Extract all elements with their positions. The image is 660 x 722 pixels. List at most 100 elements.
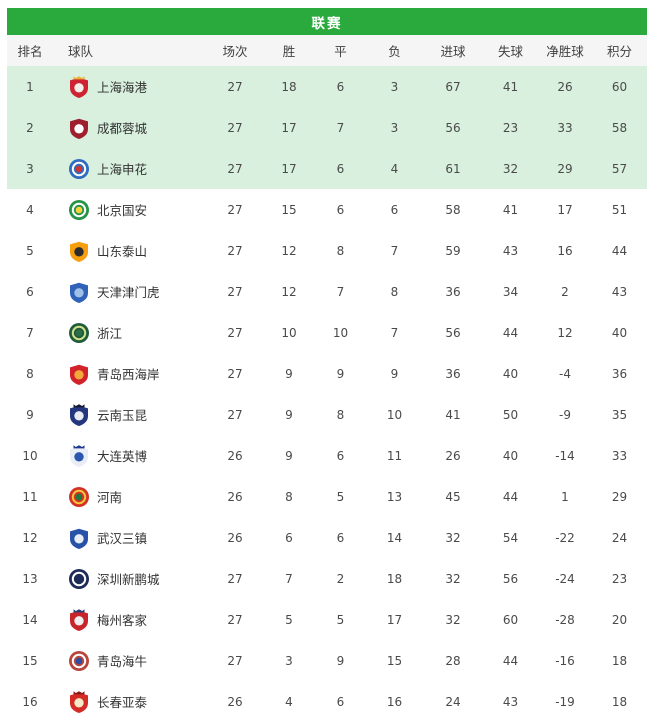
team-cell: 武汉三镇: [53, 527, 207, 549]
stat-draw: 6: [336, 161, 345, 176]
stat-points: 57: [611, 161, 628, 176]
column-header-goal-diff: 净胜球: [546, 44, 584, 59]
column-header-points: 积分: [606, 44, 632, 59]
stat-played: 27: [227, 243, 243, 258]
team-cell: 深圳新鹏城: [53, 568, 207, 590]
team-cell: 大连英博: [53, 444, 207, 467]
table-row-7[interactable]: 7 浙江 27 10 10 7 56 44 12 40: [7, 312, 647, 353]
team-crest-icon: [68, 158, 90, 180]
table-row-5[interactable]: 5 山东泰山 27 12 8 7 59 43 16 44: [7, 230, 647, 271]
team-name: 青岛西海岸: [97, 367, 160, 382]
stat-draw: 8: [336, 407, 345, 422]
table-row-1[interactable]: 1 上海海港 27 18 6 3 67 41 26 60: [7, 66, 647, 107]
stat-goal-diff: -14: [555, 448, 575, 463]
page-title: 联赛: [311, 15, 343, 32]
stat-goal-diff: 12: [557, 325, 573, 340]
stat-goals-against: 23: [502, 120, 519, 135]
rank-cell: 2: [26, 120, 34, 135]
stat-goal-diff: -19: [555, 694, 575, 709]
stat-goal-diff: -22: [555, 530, 575, 545]
team-name: 河南: [97, 490, 123, 505]
stat-win: 10: [281, 325, 297, 340]
team-name: 云南玉昆: [97, 408, 148, 423]
stat-loss: 7: [390, 243, 399, 258]
table-row-11[interactable]: 11 河南 26 8 5 13 45 44 1 29: [7, 476, 647, 517]
column-header-goals-for: 进球: [440, 44, 466, 59]
stat-win: 7: [285, 571, 293, 586]
table-row-2[interactable]: 2 成都蓉城 27 17 7 3 56 23 33 58: [7, 107, 647, 148]
stat-loss: 18: [386, 571, 403, 586]
stat-loss: 6: [390, 202, 399, 217]
team-name: 深圳新鹏城: [97, 572, 160, 587]
stat-goals-for: 32: [445, 612, 461, 627]
stat-loss: 14: [386, 530, 403, 545]
table-row-3[interactable]: 3 上海申花 27 17 6 4 61 32 29 57: [7, 148, 647, 189]
stat-goals-against: 41: [502, 79, 519, 94]
standings-rows: 1 上海海港 27 18 6 3 67 41 26 60 2 成都蓉城 27 1…: [7, 66, 647, 722]
stat-draw: 6: [336, 694, 345, 709]
team-crest-icon: [68, 199, 90, 221]
team-cell: 梅州客家: [53, 608, 207, 631]
table-row-6[interactable]: 6 天津津门虎 27 12 7 8 36 34 2 43: [7, 271, 647, 312]
table-row-13[interactable]: 13 深圳新鹏城 27 7 2 18 32 56 -24 23: [7, 558, 647, 599]
stat-loss: 9: [390, 366, 399, 381]
stat-goals-against: 41: [502, 202, 519, 217]
column-header-rank: 排名: [17, 44, 43, 59]
stat-draw: 8: [336, 243, 345, 258]
team-name: 青岛海牛: [97, 654, 148, 669]
league-table: 联赛 排名 球队 场次 胜 平 负 进球 失球 净胜球 积分 1 上海海港 27…: [7, 8, 647, 722]
stat-loss: 16: [386, 694, 403, 709]
team-name: 成都蓉城: [97, 121, 148, 136]
stat-goals-against: 40: [502, 366, 519, 381]
stat-played: 27: [227, 79, 243, 94]
stat-points: 43: [611, 284, 628, 299]
team-cell: 河南: [53, 486, 207, 508]
team-crest-icon: [68, 281, 90, 303]
table-row-10[interactable]: 10 大连英博 26 9 6 11 26 40 -14 33: [7, 435, 647, 476]
stat-points: 18: [611, 694, 628, 709]
team-crest-icon: [68, 403, 90, 426]
stat-goals-against: 44: [502, 653, 519, 668]
table-row-14[interactable]: 14 梅州客家 27 5 5 17 32 60 -28 20: [7, 599, 647, 640]
stat-played: 27: [227, 325, 243, 340]
stat-goals-against: 34: [502, 284, 519, 299]
team-name: 上海申花: [97, 162, 148, 177]
table-row-12[interactable]: 12 武汉三镇 26 6 6 14 32 54 -22 24: [7, 517, 647, 558]
team-crest-icon: [68, 117, 90, 139]
stat-goals-for: 45: [445, 489, 461, 504]
stat-played: 26: [227, 530, 243, 545]
stat-win: 12: [281, 243, 297, 258]
rank-cell: 9: [26, 407, 34, 422]
stat-loss: 8: [390, 284, 399, 299]
stat-points: 20: [611, 612, 628, 627]
table-row-9[interactable]: 9 云南玉昆 27 9 8 10 41 50 -9 35: [7, 394, 647, 435]
stat-loss: 7: [390, 325, 399, 340]
stat-win: 6: [285, 530, 293, 545]
stat-goal-diff: 29: [557, 161, 573, 176]
table-row-15[interactable]: 15 青岛海牛 27 3 9 15 28 44 -16 18: [7, 640, 647, 681]
stat-loss: 13: [386, 489, 403, 504]
stat-points: 18: [611, 653, 628, 668]
stat-played: 27: [227, 120, 243, 135]
rank-cell: 7: [26, 325, 34, 340]
rank-cell: 1: [26, 79, 34, 94]
stat-win: 9: [285, 448, 293, 463]
team-name: 浙江: [97, 326, 123, 341]
stat-points: 36: [611, 366, 628, 381]
table-row-8[interactable]: 8 青岛西海岸 27 9 9 9 36 40 -4 36: [7, 353, 647, 394]
table-row-4[interactable]: 4 北京国安 27 15 6 6 58 41 17 51: [7, 189, 647, 230]
stat-loss: 3: [390, 79, 399, 94]
stat-goal-diff: -16: [555, 653, 575, 668]
rank-cell: 8: [26, 366, 34, 381]
rank-cell: 11: [22, 489, 38, 504]
stat-goal-diff: 26: [557, 79, 573, 94]
stat-goal-diff: -24: [555, 571, 575, 586]
stat-goals-for: 41: [445, 407, 461, 422]
table-row-16[interactable]: 16 长春亚泰 26 4 6 16 24 43 -19 18: [7, 681, 647, 722]
team-name: 武汉三镇: [97, 531, 148, 546]
stat-points: 58: [611, 120, 628, 135]
stat-points: 23: [611, 571, 628, 586]
stat-goals-against: 32: [502, 161, 519, 176]
stat-played: 27: [227, 366, 243, 381]
team-name: 梅州客家: [97, 613, 148, 628]
